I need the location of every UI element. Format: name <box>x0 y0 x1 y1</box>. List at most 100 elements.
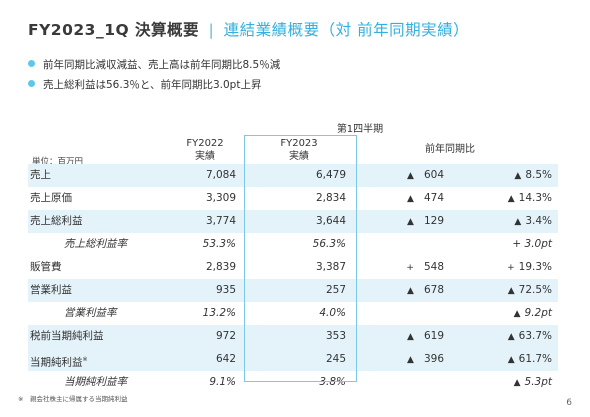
row-label: 売上 <box>30 164 51 187</box>
row-label-text: 売上総利益率 <box>64 238 127 250</box>
bullet-item: 売上総利益は56.3％と、前年同期比3.0pt上昇 <box>28 75 280 95</box>
cell-diff: ▲ 474 <box>407 187 444 210</box>
header-fy2023-year: FY2023 <box>280 138 318 149</box>
header-fy2023: FY2023 実績 <box>264 137 334 163</box>
cell-fy2023: 6,479 <box>315 169 346 181</box>
cell-rate-value: 63.7% <box>518 330 552 342</box>
cell-rate-value: 19.3% <box>518 261 552 273</box>
decrease-triangle-icon: ▲ <box>407 194 414 204</box>
table-row: 営業利益率 13.2% 4.0% ▲ 9.2pt <box>28 302 558 325</box>
cell-rate: ▲ 61.7% <box>508 348 552 371</box>
table-row: 営業利益 935 257 ▲ 678 ▲ 72.5% <box>28 279 558 302</box>
table-row: 当期純利益率 9.1% 3.8% ▲ 5.3pt <box>28 371 558 394</box>
cell-rate: +19.3% <box>507 256 552 279</box>
table-row: 税前当期純利益 972 353 ▲ 619 ▲ 63.7% <box>28 325 558 348</box>
cell-fy2022: 7,084 <box>205 169 236 181</box>
decrease-triangle-icon: ▲ <box>407 217 414 227</box>
cell-rate: ▲ 63.7% <box>508 325 552 348</box>
decrease-triangle-icon: ▲ <box>507 286 515 296</box>
page-title: FY2023_1Q 決算概要 | 連結業績概要（対 前年同期実績） <box>28 18 469 40</box>
row-label-text: 営業利益率 <box>64 307 117 319</box>
header-fy2023-actual: 実績 <box>289 151 309 162</box>
cell-rate-value: 3.4% <box>525 215 552 227</box>
cell-diff-value: 619 <box>423 330 444 342</box>
cell-fy2023: 4.0% <box>319 307 346 319</box>
title-separator: | <box>208 21 215 39</box>
cell-diff-value: 396 <box>423 353 444 365</box>
decrease-triangle-icon: ▲ <box>407 355 414 365</box>
row-label: 販管費 <box>30 256 62 279</box>
row-label-text: 税前当期純利益 <box>30 330 104 342</box>
decrease-triangle-icon: ▲ <box>514 217 522 227</box>
cell-fy2023: 56.3% <box>312 238 346 250</box>
row-label: 売上総利益 <box>30 210 83 233</box>
header-yoy: 前年同期比 <box>425 144 475 155</box>
table-row: 売上総利益 3,774 3,644 ▲ 129 ▲ 3.4% <box>28 210 558 233</box>
row-label: 営業利益率 <box>64 302 117 325</box>
unit-label: 単位：百万円 <box>32 157 84 167</box>
decrease-triangle-icon: ▲ <box>407 332 414 342</box>
header-fy2022: FY2022 実績 <box>170 137 240 163</box>
decrease-triangle-icon: ▲ <box>507 194 515 204</box>
cell-fy2023: 257 <box>325 284 346 296</box>
cell-fy2023: 3.8% <box>319 376 346 388</box>
row-label: 売上総利益率 <box>64 233 127 256</box>
cell-rate: ▲ 8.5% <box>514 164 552 187</box>
title-subtitle: 連結業績概要（対 前年同期実績） <box>223 21 470 39</box>
row-label-text: 営業利益 <box>30 284 72 296</box>
table-row: 売上 7,084 6,479 ▲ 604 ▲ 8.5% <box>28 164 558 187</box>
bullet-dot-icon <box>28 60 35 67</box>
header-fy2022-actual: 実績 <box>195 151 215 162</box>
cell-rate: ▲ 9.2pt <box>514 302 552 325</box>
cell-rate-value: 61.7% <box>518 353 552 365</box>
cell-rate-value: 72.5% <box>518 284 552 296</box>
cell-rate: + 3.0pt <box>512 233 552 256</box>
decrease-triangle-icon: ▲ <box>407 171 414 181</box>
cell-diff-value: 604 <box>423 169 444 181</box>
header-fy2022-year: FY2022 <box>186 138 224 149</box>
decrease-triangle-icon: ▲ <box>507 332 515 342</box>
table-row: 売上総利益率 53.3% 56.3% + 3.0pt <box>28 233 558 256</box>
cell-diff-value: 548 <box>423 261 444 273</box>
results-table: 売上 7,084 6,479 ▲ 604 ▲ 8.5% 売上原価 3,309 2,834 ▲ 474 ▲… <box>28 0 558 417</box>
bullet-item: 前年同期比減収減益、売上高は前年同期比8.5％減 <box>28 55 280 75</box>
cell-fy2022: 53.3% <box>202 238 236 250</box>
cell-diff-value: 678 <box>423 284 444 296</box>
cell-fy2023: 353 <box>325 330 346 342</box>
cell-diff: ▲ 396 <box>407 348 444 371</box>
cell-rate: ▲ 14.3% <box>508 187 552 210</box>
cell-fy2022: 9.1% <box>209 376 236 388</box>
row-label-text: 当期純利益率 <box>64 376 127 388</box>
cell-rate-value: 9.2pt <box>524 307 552 319</box>
cell-fy2023: 3,644 <box>315 215 346 227</box>
title-main: FY2023_1Q 決算概要 <box>28 21 200 39</box>
cell-rate: ▲ 3.4% <box>514 210 552 233</box>
plus-sign: + <box>406 263 414 273</box>
table-row: 販管費 2,839 3,387 +548 +19.3% <box>28 256 558 279</box>
cell-diff: +548 <box>406 256 444 279</box>
decrease-triangle-icon: ▲ <box>513 309 521 319</box>
cell-fy2022: 3,774 <box>205 215 236 227</box>
row-label-text: 売上総利益 <box>30 215 83 227</box>
cell-diff: ▲ 129 <box>407 210 444 233</box>
bullet-dot-icon <box>28 80 35 87</box>
cell-fy2023: 245 <box>325 353 346 365</box>
cell-diff: ▲ 604 <box>407 164 444 187</box>
cell-rate-value: 8.5% <box>525 169 552 181</box>
cell-fy2023: 3,387 <box>315 261 346 273</box>
cell-rate-value: 5.3pt <box>524 376 552 388</box>
row-label-text: 売上原価 <box>30 192 72 204</box>
decrease-triangle-icon: ▲ <box>507 355 515 365</box>
cell-rate-value: + 3.0pt <box>512 238 552 250</box>
cell-diff: ▲ 619 <box>407 325 444 348</box>
row-label: 当期純利益率 <box>64 371 127 394</box>
cell-fy2022: 3,309 <box>205 192 236 204</box>
cell-fy2022: 935 <box>215 284 236 296</box>
cell-rate: ▲ 72.5% <box>508 279 552 302</box>
row-label: 税前当期純利益 <box>30 325 104 348</box>
row-label: 売上原価 <box>30 187 72 210</box>
row-label: 営業利益 <box>30 279 72 302</box>
row-label-text: 販管費 <box>30 261 62 273</box>
footnote: ※ 親会社株主に帰属する当期純利益 <box>18 395 128 403</box>
table-row: 当期純利益※ 642 245 ▲ 396 ▲ 61.7% <box>28 348 558 371</box>
